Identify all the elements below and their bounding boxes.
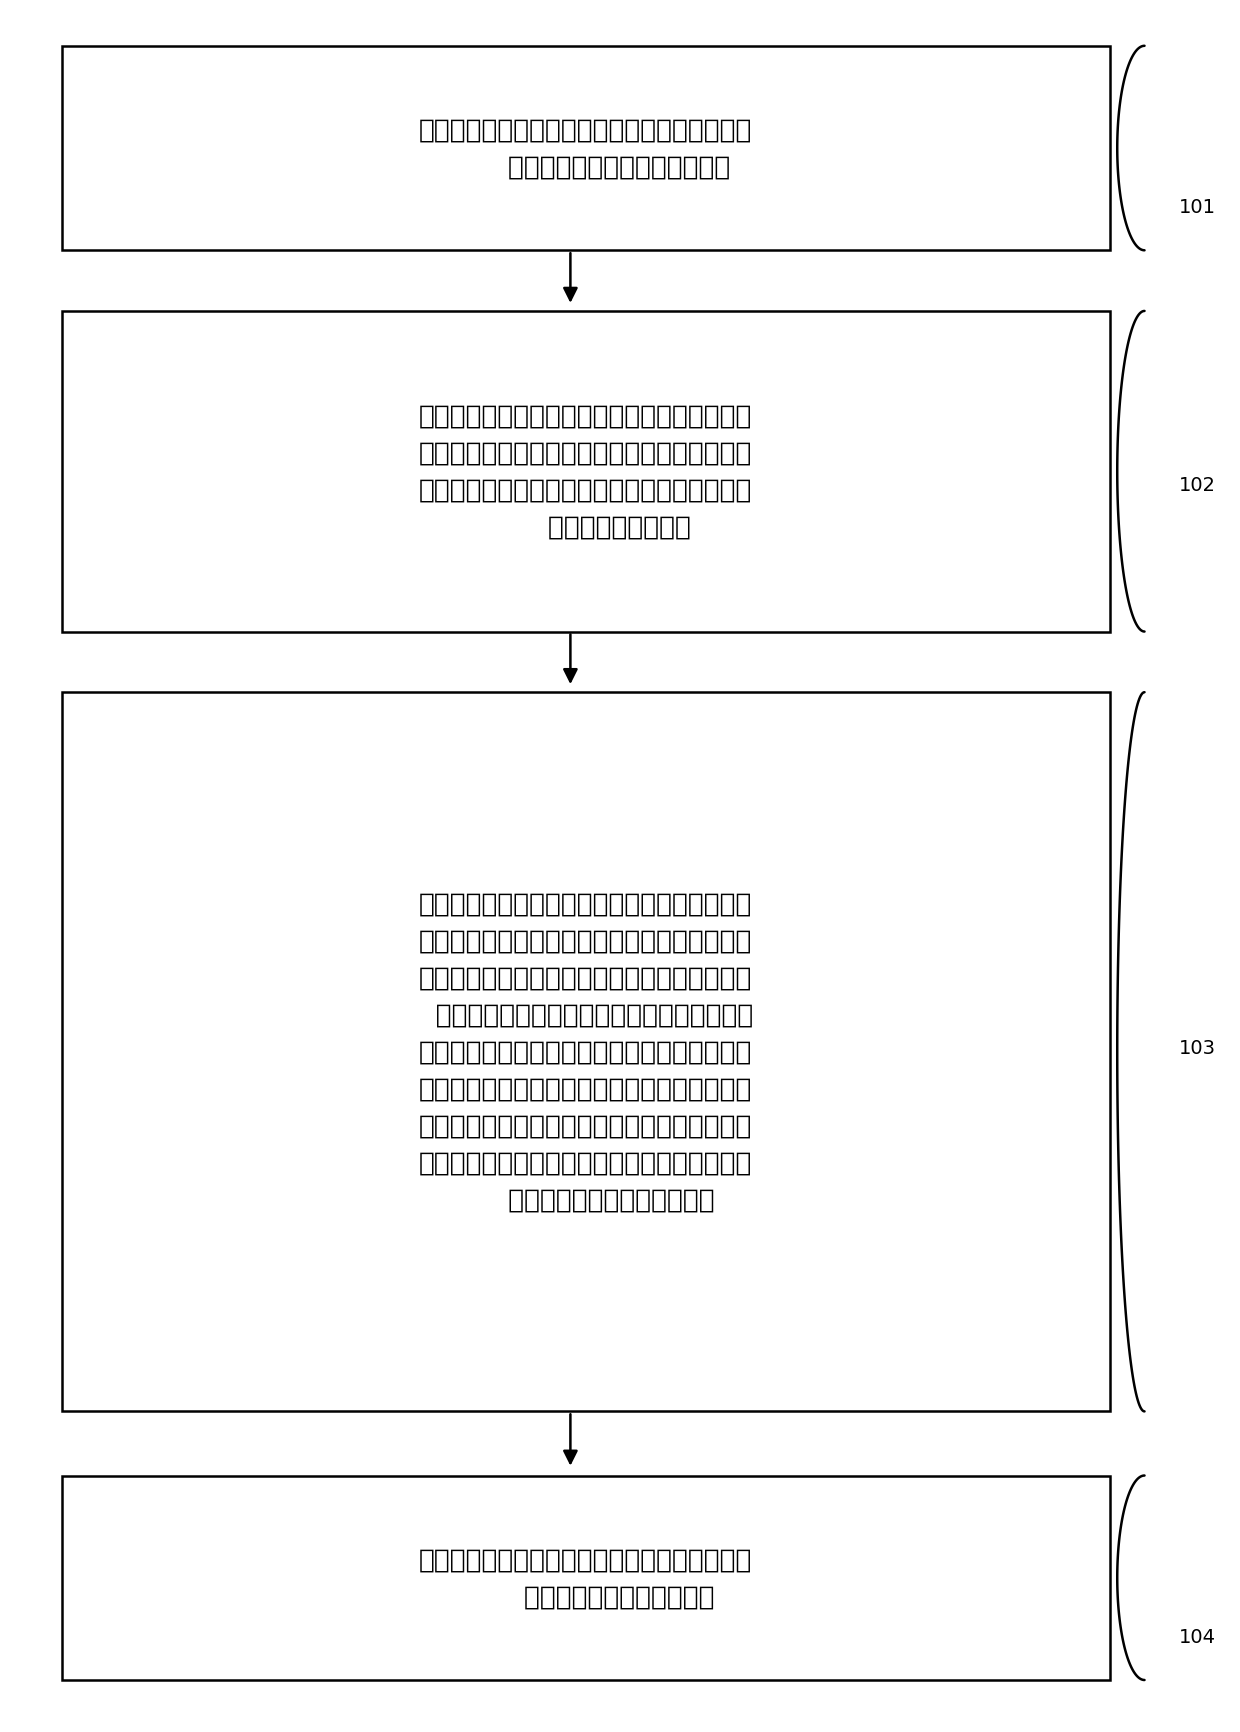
Bar: [62, 47, 1110, 251]
Text: 在因素获取模块中，获取输入的影响电阻率测井
        仪器电极系结构参数的多个因素: 在因素获取模块中，获取输入的影响电阻率测井 仪器电极系结构参数的多个因素: [419, 118, 753, 180]
Text: 103: 103: [1179, 1039, 1216, 1057]
Text: 在优化结果输出模块中，输出满足所述优化终止
        条件的仪器电极系结构参数: 在优化结果输出模块中，输出满足所述优化终止 条件的仪器电极系结构参数: [419, 1547, 753, 1609]
Bar: [62, 312, 1110, 632]
Text: 101: 101: [1179, 199, 1216, 216]
Bar: [62, 1476, 1110, 1680]
Text: 102: 102: [1179, 476, 1216, 494]
Text: 104: 104: [1179, 1628, 1216, 1645]
Text: 在权重自适应调整模块中，根据算法构造并计算
所述多个仪器模型的总体目标函数，并判断所述
总体目标函数是否满足所述多个目标函数的扰动
  对其的影响相等的第二优化: 在权重自适应调整模块中，根据算法构造并计算 所述多个仪器模型的总体目标函数，并判…: [419, 892, 753, 1212]
Text: 在预处理模块中，根据所述多个因素对应的多个
目标函数以预先设定的权重求和获得可通过算法
构造并计算多个由电极系结构参数组构成的仪器
        模型的总体目: 在预处理模块中，根据所述多个因素对应的多个 目标函数以预先设定的权重求和获得可通…: [419, 404, 753, 540]
Bar: [62, 693, 1110, 1412]
